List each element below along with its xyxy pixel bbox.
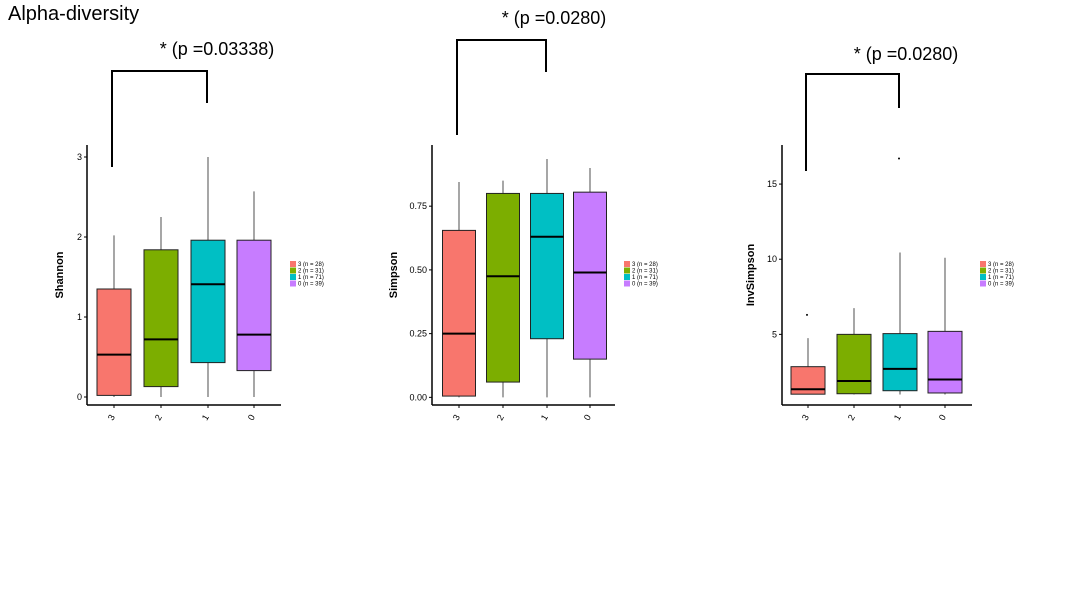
significance-bracket bbox=[456, 39, 547, 135]
legend-label: 0 (n = 39) bbox=[632, 282, 658, 288]
significance-bracket bbox=[111, 70, 208, 167]
legend-label: 0 (n = 39) bbox=[988, 282, 1014, 288]
y-tick-label: 0.75 bbox=[409, 201, 427, 211]
y-axis-title: InvSimpson bbox=[745, 244, 757, 307]
legend-swatch-3 bbox=[980, 261, 986, 267]
box-1 bbox=[190, 239, 226, 364]
box-group-3 bbox=[96, 235, 132, 397]
y-tick-label: 15 bbox=[767, 179, 777, 189]
y-tick-label: 3 bbox=[77, 152, 82, 162]
x-tick-label: 3 bbox=[800, 413, 811, 422]
legend-label: 3 (n = 28) bbox=[632, 262, 658, 268]
significance-label: * (p =0.03338) bbox=[160, 39, 275, 59]
box-1 bbox=[530, 192, 564, 340]
box-group-0 bbox=[236, 191, 272, 397]
y-tick-label: 2 bbox=[77, 232, 82, 242]
x-tick-label: 1 bbox=[200, 413, 211, 422]
legend: 3 (n = 28)2 (n = 31)1 (n = 71)0 (n = 39) bbox=[624, 261, 658, 288]
box-2 bbox=[836, 333, 872, 395]
legend-label: 1 (n = 71) bbox=[988, 275, 1014, 281]
box-group-1 bbox=[190, 157, 226, 397]
y-tick-label: 0 bbox=[77, 392, 82, 402]
x-tick-label: 0 bbox=[582, 413, 593, 422]
box-group-1 bbox=[882, 252, 918, 395]
box-3 bbox=[442, 229, 476, 397]
y-tick-label: 10 bbox=[767, 254, 777, 264]
boxplot-panel-shannon: 0 1 2 3 Shannon 3 2 1 0 * (p =0.03338) 3 (n = 28)2… bbox=[54, 39, 324, 422]
box-2 bbox=[486, 192, 520, 383]
box-group-2 bbox=[143, 217, 179, 397]
box-3 bbox=[96, 288, 132, 396]
box-group-2 bbox=[836, 308, 872, 395]
significance-label: * (p =0.0280) bbox=[854, 44, 959, 64]
x-tick-label: 2 bbox=[846, 413, 857, 422]
y-axis-title: Simpson bbox=[388, 251, 400, 298]
legend-swatch-1 bbox=[290, 274, 296, 280]
x-tick-label: 3 bbox=[106, 413, 117, 422]
legend-swatch-1 bbox=[980, 274, 986, 280]
significance-label: * (p =0.0280) bbox=[502, 8, 607, 28]
y-tick-label: 0.50 bbox=[409, 265, 427, 275]
legend-swatch-1 bbox=[624, 274, 630, 280]
legend-label: 3 (n = 28) bbox=[988, 262, 1014, 268]
x-tick-label: 1 bbox=[539, 413, 550, 422]
y-tick-label: 5 bbox=[772, 329, 777, 339]
boxplot-panel-simpson: 0.00 0.25 0.50 0.75 Simpson 3 2 1 0 * (p =0.0280)… bbox=[388, 8, 658, 422]
legend-swatch-0 bbox=[290, 280, 296, 287]
box-group-3 bbox=[442, 181, 476, 398]
legend-label: 1 (n = 71) bbox=[298, 275, 324, 281]
box-1 bbox=[882, 333, 918, 392]
legend-label: 2 (n = 31) bbox=[298, 269, 324, 275]
box-group-0 bbox=[573, 167, 607, 398]
legend-swatch-2 bbox=[290, 267, 296, 274]
legend-swatch-2 bbox=[980, 267, 986, 274]
x-tick-label: 0 bbox=[246, 413, 257, 422]
y-tick-label: 0.00 bbox=[409, 392, 427, 402]
legend-label: 0 (n = 39) bbox=[298, 282, 324, 288]
legend: 3 (n = 28)2 (n = 31)1 (n = 71)0 (n = 39) bbox=[290, 261, 324, 288]
outlier-point bbox=[898, 157, 900, 160]
box-0 bbox=[927, 330, 963, 394]
x-tick-label: 2 bbox=[153, 413, 164, 422]
y-tick-label: 0.25 bbox=[409, 329, 427, 339]
box-2 bbox=[143, 249, 179, 388]
legend-swatch-2 bbox=[624, 267, 630, 274]
x-tick-label: 0 bbox=[937, 413, 948, 422]
legend-label: 2 (n = 31) bbox=[632, 269, 658, 275]
box-group-1 bbox=[530, 159, 564, 398]
box-group-2 bbox=[486, 180, 520, 398]
legend-label: 1 (n = 71) bbox=[632, 275, 658, 281]
legend-swatch-0 bbox=[624, 280, 630, 287]
outlier-point bbox=[806, 313, 808, 316]
x-tick-label: 2 bbox=[495, 413, 506, 422]
legend: 3 (n = 28)2 (n = 31)1 (n = 71)0 (n = 39) bbox=[980, 261, 1014, 288]
y-axis-title: Shannon bbox=[54, 251, 66, 298]
box-0 bbox=[236, 239, 272, 372]
legend-swatch-0 bbox=[980, 280, 986, 287]
significance-bracket bbox=[805, 73, 900, 171]
x-tick-label: 1 bbox=[892, 413, 903, 422]
y-tick-label: 1 bbox=[77, 312, 82, 322]
legend-label: 2 (n = 31) bbox=[988, 269, 1014, 275]
legend-label: 3 (n = 28) bbox=[298, 262, 324, 268]
box-0 bbox=[573, 191, 607, 360]
box-group-0 bbox=[927, 257, 963, 395]
x-tick-label: 3 bbox=[451, 413, 462, 422]
legend-swatch-3 bbox=[624, 261, 630, 267]
page-title: Alpha-diversity bbox=[8, 3, 140, 25]
legend-swatch-3 bbox=[290, 261, 296, 267]
box-group-3 bbox=[790, 338, 826, 395]
